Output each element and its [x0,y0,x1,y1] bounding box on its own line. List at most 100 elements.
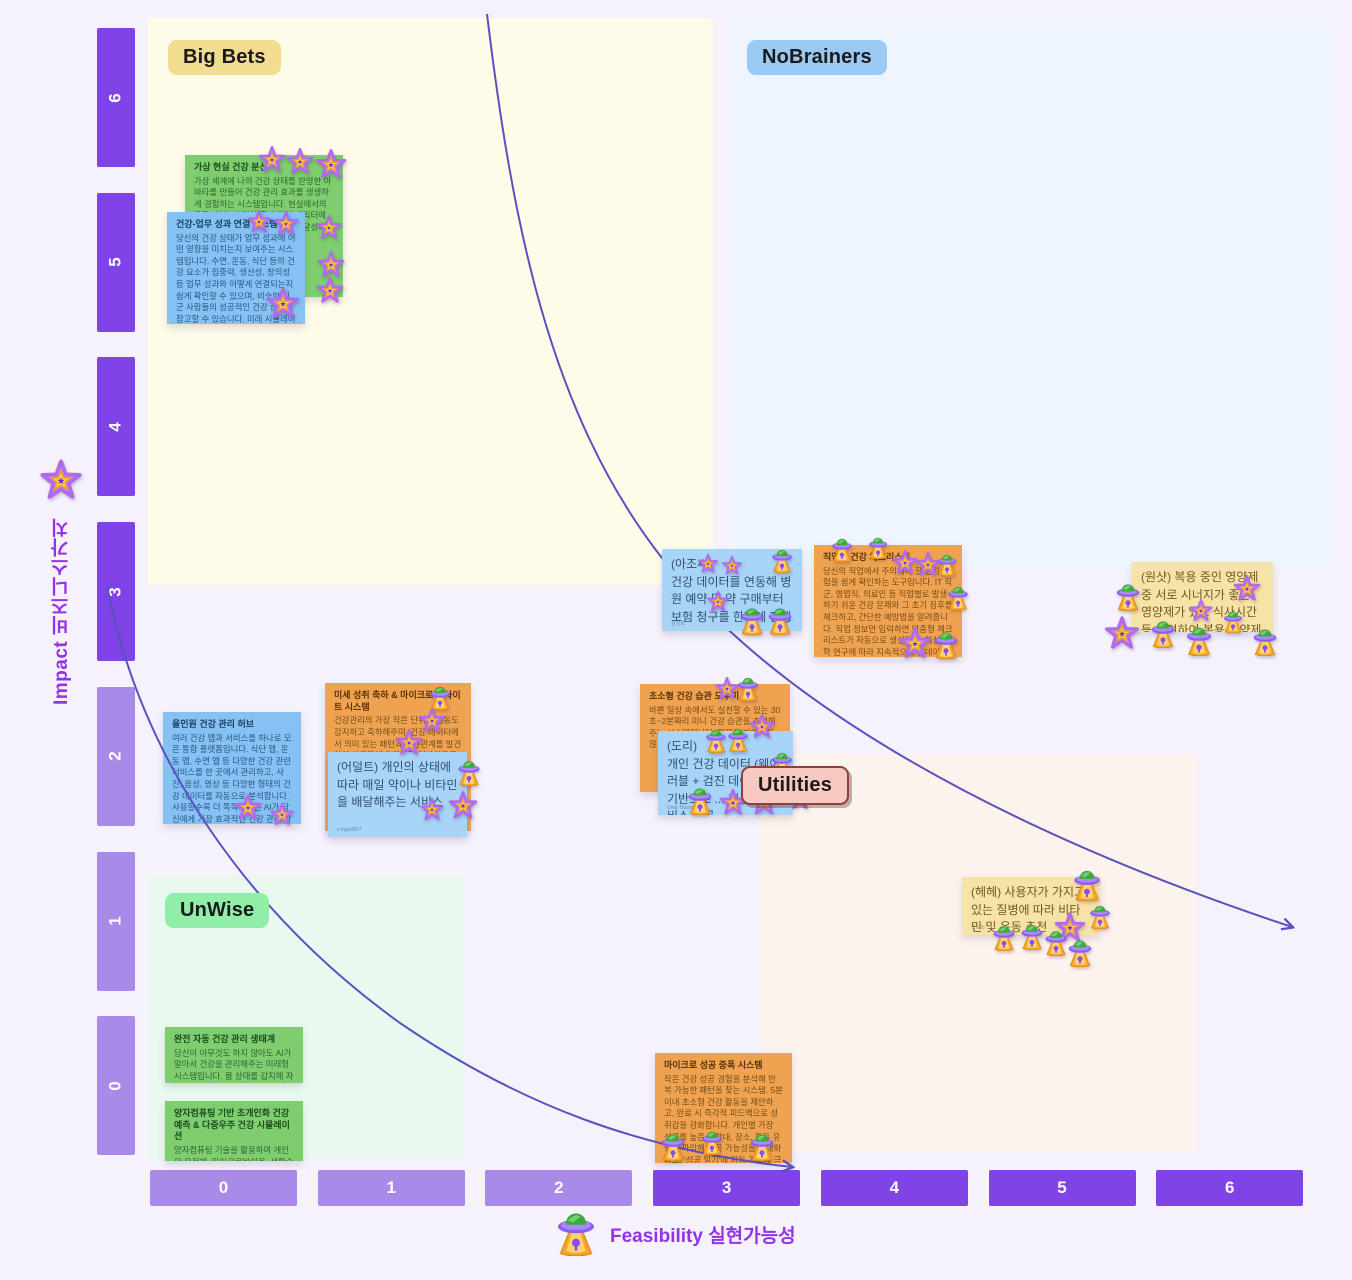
x-tick-value: 2 [554,1178,564,1197]
x-tick-value: 1 [386,1178,396,1197]
sticky-note-quantum-health-simulation[interactable]: 양자컴퓨팅 기반 초개인화 건강 예측 & 다중우주 건강 시뮬레이션 양자컴퓨팅… [165,1101,303,1161]
feasibility-ufo-icon[interactable] [1070,867,1104,906]
x-axis-legend: Feasibility 실현가능성 [552,1208,796,1261]
x-axis-label: Feasibility 실현가능성 [610,1226,796,1247]
impact-star-icon[interactable] [897,626,933,667]
x-axis-tick-0: 0 [150,1170,297,1206]
impact-star-icon[interactable] [697,553,719,580]
note-text: (어덜트) 개인의 상태에 따라 매일 약이나 비타민을 배달해주는 서비스 [337,760,458,810]
impact-star-icon[interactable] [316,250,346,285]
sticky-note-oneshot-supplement[interactable]: (원샷) 복용 중인 영양제 중 서로 시너지가 좋은 영양제가 있... 식사… [1132,562,1273,632]
feasibility-ufo-icon[interactable] [685,785,715,820]
feasibility-ufo-icon[interactable] [1183,624,1215,661]
impact-star-icon[interactable] [418,707,446,740]
y-tick-value: 2 [106,751,125,762]
feasibility-ufo-icon[interactable] [1042,928,1070,961]
feasibility-ufo-icon[interactable] [699,1129,725,1160]
y-axis-tick-2: 2 [97,686,135,826]
quadrant-utilities [760,754,1197,1152]
feasibility-ufo-icon[interactable] [1148,618,1178,653]
impact-star-icon[interactable] [315,276,345,311]
y-tick-value: 0 [106,1080,125,1091]
y-axis-tick-6: 6 [97,28,135,167]
feasibility-ufo-icon[interactable] [1113,581,1143,616]
impact-star-icon[interactable] [748,713,776,746]
feasibility-ufo-icon[interactable] [703,727,729,758]
feasibility-ufo-icon [552,1208,600,1261]
x-axis-tick-2: 2 [485,1170,633,1206]
impact-star-icon[interactable] [315,214,343,247]
impact-star-icon [38,458,84,509]
impact-star-icon[interactable] [394,728,424,763]
note-author: s.mge0807 [337,827,362,833]
sticky-note-full-auto-ecosystem[interactable]: 완전 자동 건강 관리 생태계 당신이 아무것도 하지 않아도 AI가 알아서 건… [165,1027,303,1083]
label-nobrainers[interactable]: NoBrainers [747,40,887,75]
impact-star-icon[interactable] [314,148,348,187]
feasibility-ufo-icon[interactable] [829,536,855,567]
feasibility-ufo-icon[interactable] [769,547,795,578]
note-author: 청도희 [971,925,985,931]
impact-star-icon[interactable] [706,590,730,619]
x-axis-tick-3: 3 [653,1170,801,1206]
feasibility-ufo-icon[interactable] [765,605,795,640]
y-axis-tick-5: 5 [97,192,135,332]
impact-star-icon[interactable] [914,551,942,584]
impact-star-icon[interactable] [714,676,740,707]
feasibility-ufo-icon[interactable] [1065,937,1095,972]
x-axis-tick-5: 5 [988,1170,1136,1206]
x-axis-tick-6: 6 [1156,1170,1304,1206]
impact-star-icon[interactable] [285,147,315,182]
sticky-note-all-in-one-hub[interactable]: 올인원 건강 관리 허브 여러 건강 앱과 서비스를 하나로 모은 통합 플랫폼입… [163,712,301,824]
impact-star-icon[interactable] [419,797,445,828]
feasibility-ufo-icon[interactable] [747,1131,777,1166]
feasibility-ufo-icon[interactable] [658,1131,688,1166]
feasibility-ufo-icon[interactable] [737,605,767,640]
label-unwise[interactable]: UnWise [165,893,270,928]
note-title: 마이크로 성공 증폭 시스템 [664,1060,763,1070]
y-tick-value: 5 [106,257,125,267]
y-axis-tick-3: 3 [97,522,135,662]
feasibility-ufo-icon[interactable] [1250,626,1280,661]
impact-star-icon[interactable] [1188,598,1214,629]
impact-star-icon[interactable] [269,802,295,833]
feasibility-ufo-icon[interactable] [427,684,453,715]
feasibility-ufo-icon[interactable] [866,535,890,564]
feasibility-ufo-icon[interactable] [735,675,761,706]
feasibility-ufo-icon[interactable] [931,629,961,664]
x-tick-value: 0 [218,1178,229,1197]
y-axis-label: Impact 비즈니스가치 [51,518,72,706]
feasibility-ufo-icon[interactable] [725,726,751,757]
y-axis-tick-0: 0 [97,1016,135,1156]
impact-star-icon[interactable] [265,286,301,327]
impact-star-icon[interactable] [1103,615,1141,658]
feasibility-ufo-icon[interactable] [945,584,971,615]
sticky-note-adult-vitamin-delivery[interactable]: (어덜트) 개인의 상태에 따라 매일 약이나 비타민을 배달해주는 서비스 s.… [328,752,467,837]
impact-star-icon[interactable] [246,209,272,240]
impact-star-icon[interactable] [1232,574,1262,609]
label-utilities[interactable]: Utilities [741,766,850,805]
note-body: 당신의 직업에서 주의해야 할 건강 위험을 쉽게 확인하는 도구입니다. IT… [823,565,953,657]
note-text: (헤헤) 사용자가 가지고 있는 질병에 따라 비타민 및 운동 추천 [971,885,1086,935]
impact-star-icon[interactable] [1053,911,1087,950]
label-big-bets[interactable]: Big Bets [168,40,281,75]
y-tick-value: 6 [106,92,125,103]
impact-star-icon[interactable] [272,210,300,243]
x-tick-value: 3 [721,1178,732,1197]
feasibility-ufo-icon[interactable] [1018,922,1046,955]
note-body: 양자컴퓨팅 기술을 활용하여 개인의 유전체, 마이크로바이옴, 생활습관, 환… [174,1145,294,1161]
note-title: 초소형 건강 습관 도우미 [649,691,740,701]
feasibility-ufo-icon[interactable] [990,923,1018,956]
impact-star-icon[interactable] [721,555,743,582]
impact-star-icon[interactable] [447,790,479,827]
note-body: 당신이 아무것도 하지 않아도 AI가 알아서 건강을 관리해주는 미래형 시스… [174,1047,294,1083]
feasibility-ufo-icon[interactable] [455,758,483,791]
feasibility-ufo-icon[interactable] [1087,903,1113,934]
impact-star-icon[interactable] [257,145,287,180]
impact-star-icon[interactable] [891,549,919,582]
note-body: 작은 건강 성공 경험을 분석해 반복 가능한 패턴을 찾는 시스템. 5분 이… [664,1073,783,1163]
impact-star-icon[interactable] [233,793,263,828]
feasibility-ufo-icon[interactable] [1221,609,1245,638]
feasibility-ufo-icon[interactable] [935,552,959,581]
